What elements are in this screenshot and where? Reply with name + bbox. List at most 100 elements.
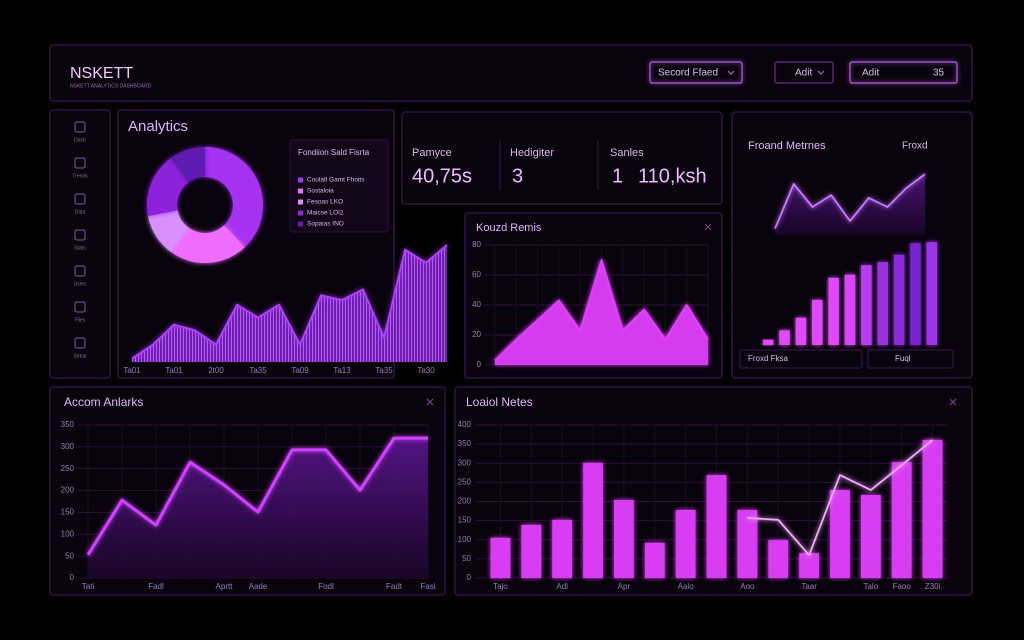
- nav-label: Users: [73, 281, 87, 287]
- stats-panel: [401, 111, 723, 205]
- close-icons[interactable]: [426, 223, 957, 406]
- search-box[interactable]: [849, 61, 958, 84]
- x-tick-label: Faoo: [893, 582, 912, 591]
- y-tick-label: 100: [458, 535, 472, 544]
- menu-label: Adit: [795, 68, 812, 79]
- y-tick-label: 300: [458, 458, 472, 467]
- x-tick-label: Z30i: [925, 582, 941, 591]
- line: [747, 439, 934, 556]
- dropdown-label: Secord Ffaed: [658, 68, 718, 79]
- footer-select[interactable]: [867, 349, 954, 369]
- pie-slice: [147, 158, 189, 216]
- bar: [922, 439, 943, 578]
- stat-value: 40,75s: [412, 165, 472, 187]
- stat-value: 3: [512, 165, 523, 187]
- y-tick-label: 20: [472, 330, 481, 339]
- nav-label: Data: [75, 209, 86, 215]
- y-tick-label: 250: [61, 464, 75, 473]
- y-tick-label: 150: [61, 508, 75, 517]
- x-tick-label: Ta13: [333, 366, 351, 375]
- y-tick-label: 80: [472, 240, 481, 249]
- x-tick-label: Fadt: [386, 582, 403, 591]
- x-tick-label: Aade: [249, 582, 268, 591]
- legend-swatch: [298, 177, 303, 183]
- x-tick-label: Aoo: [740, 582, 755, 591]
- line: [774, 173, 926, 230]
- line: [131, 244, 448, 360]
- search-label: Adit: [862, 68, 879, 79]
- x-tick-label: Aalo: [678, 582, 695, 591]
- legend-swatch: [298, 199, 303, 205]
- x-tick-label: Ta09: [291, 366, 309, 375]
- stat-label: Sanles: [610, 147, 644, 159]
- line: [86, 436, 428, 556]
- bar: [844, 274, 856, 345]
- search-badge: 35: [933, 68, 945, 79]
- area: [88, 438, 428, 578]
- bar: [706, 475, 727, 578]
- y-tick-label: 50: [65, 551, 74, 560]
- chevron: [817, 70, 825, 75]
- nav-icon: [74, 265, 86, 277]
- bar: [877, 262, 888, 345]
- y-tick-label: 0: [467, 573, 472, 582]
- footer-label: Froxd Fksa: [748, 354, 789, 363]
- x-tick-label: Taar: [801, 582, 817, 591]
- nav-icon: [74, 229, 86, 241]
- nav-label: Setup: [73, 353, 86, 359]
- bar: [893, 254, 905, 345]
- area: [775, 174, 925, 235]
- legend-swatch: [298, 221, 303, 227]
- bar: [762, 339, 774, 345]
- panel-title: Analytics: [128, 118, 188, 135]
- bar: [830, 490, 850, 578]
- bar: [779, 330, 790, 345]
- menu-button[interactable]: [774, 61, 834, 84]
- nav-label: Trends: [72, 173, 88, 179]
- y-tick-label: 100: [61, 529, 75, 538]
- x-tick-label: Ta01: [123, 366, 141, 375]
- legend-swatch: [298, 188, 303, 194]
- pie-slice: [170, 147, 205, 183]
- legend-label: Coulatl Gamt Fhoits: [307, 177, 365, 184]
- x-tick-label: Talo: [863, 582, 878, 591]
- x-tick-label: Ta30: [417, 366, 435, 375]
- x-tick-label: Tajo: [493, 582, 508, 591]
- nav-icon: [74, 337, 86, 349]
- y-tick-label: 200: [458, 497, 472, 506]
- bar: [828, 277, 839, 345]
- nav-icon: [74, 301, 86, 313]
- line: [494, 259, 709, 362]
- y-tick-label: 350: [458, 439, 472, 448]
- bar: [675, 509, 696, 578]
- y-tick-label: 350: [61, 420, 75, 429]
- x-tick-label: Apr: [618, 582, 631, 591]
- y-tick-label: 40: [472, 300, 481, 309]
- bar: [583, 462, 603, 578]
- x-tick-label: Fasi: [420, 582, 435, 591]
- tagline: NSKETT ANALYTICS DASHBOARD: [70, 83, 152, 89]
- bar: [861, 265, 872, 345]
- x-tick-label: Ta35: [249, 366, 267, 375]
- panel-title: Accom Anlarks: [64, 395, 143, 409]
- dropdown[interactable]: [649, 61, 743, 84]
- filter-label[interactable]: Froxd: [902, 141, 928, 152]
- y-tick-label: 250: [458, 477, 472, 486]
- area: [132, 245, 447, 362]
- bar: [737, 509, 758, 578]
- x-tick-label: Tati: [82, 582, 95, 591]
- legend-label: Maicse LOI2: [307, 210, 344, 217]
- x-tick-label: Aprtt: [216, 582, 234, 591]
- y-tick-label: 50: [462, 554, 471, 563]
- footer-select[interactable]: [739, 349, 863, 369]
- bar: [614, 499, 634, 578]
- brand: NSKETT: [70, 65, 133, 82]
- bar: [910, 243, 921, 345]
- x-tick-label: Fadl: [148, 582, 164, 591]
- nav-label: Dash: [74, 137, 86, 143]
- legend-box: [289, 139, 389, 233]
- bar: [891, 462, 912, 578]
- sidebar: [49, 109, 111, 379]
- area: [495, 260, 708, 365]
